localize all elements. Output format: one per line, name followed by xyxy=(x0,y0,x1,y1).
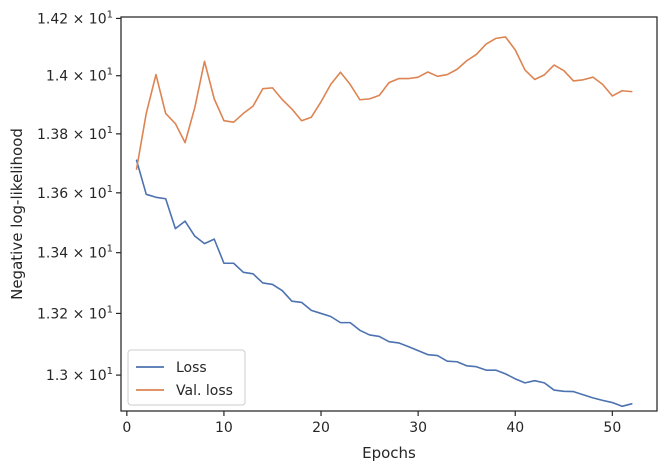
legend-label-val-loss: Val. loss xyxy=(176,383,233,399)
y-tick-label: 1.3 × 101 xyxy=(46,366,113,384)
legend: Loss Val. loss xyxy=(127,349,246,406)
x-tick-label: 10 xyxy=(215,420,233,436)
x-tick-label: 50 xyxy=(603,420,621,436)
x-tick-label: 0 xyxy=(122,420,131,436)
y-tick-label: 1.36 × 101 xyxy=(37,184,113,202)
x-ticks: 0 10 20 30 40 50 xyxy=(122,411,621,436)
y-tick-label: 1.38 × 101 xyxy=(37,125,113,143)
series-layer xyxy=(135,36,633,408)
series-line-val-loss xyxy=(135,36,633,170)
series-line-loss xyxy=(135,159,633,408)
y-tick-label: 1.34 × 101 xyxy=(37,244,113,262)
legend-box xyxy=(127,349,246,406)
x-axis-label: Epochs xyxy=(362,444,416,462)
y-axis-label: Negative log-likelihood xyxy=(8,128,26,300)
x-tick-label: 40 xyxy=(506,420,524,436)
y-tick-label: 1.42 × 101 xyxy=(37,9,113,27)
plot-frame xyxy=(120,16,658,412)
y-ticks: 1.3 × 101 1.32 × 101 1.34 × 101 1.36 × 101 1… xyxy=(37,9,121,384)
y-tick-label: 1.4 × 101 xyxy=(46,67,113,85)
legend-label-loss: Loss xyxy=(176,360,207,376)
x-tick-label: 30 xyxy=(409,420,427,436)
y-tick-label: 1.32 × 101 xyxy=(37,304,113,322)
x-tick-label: 20 xyxy=(312,420,330,436)
